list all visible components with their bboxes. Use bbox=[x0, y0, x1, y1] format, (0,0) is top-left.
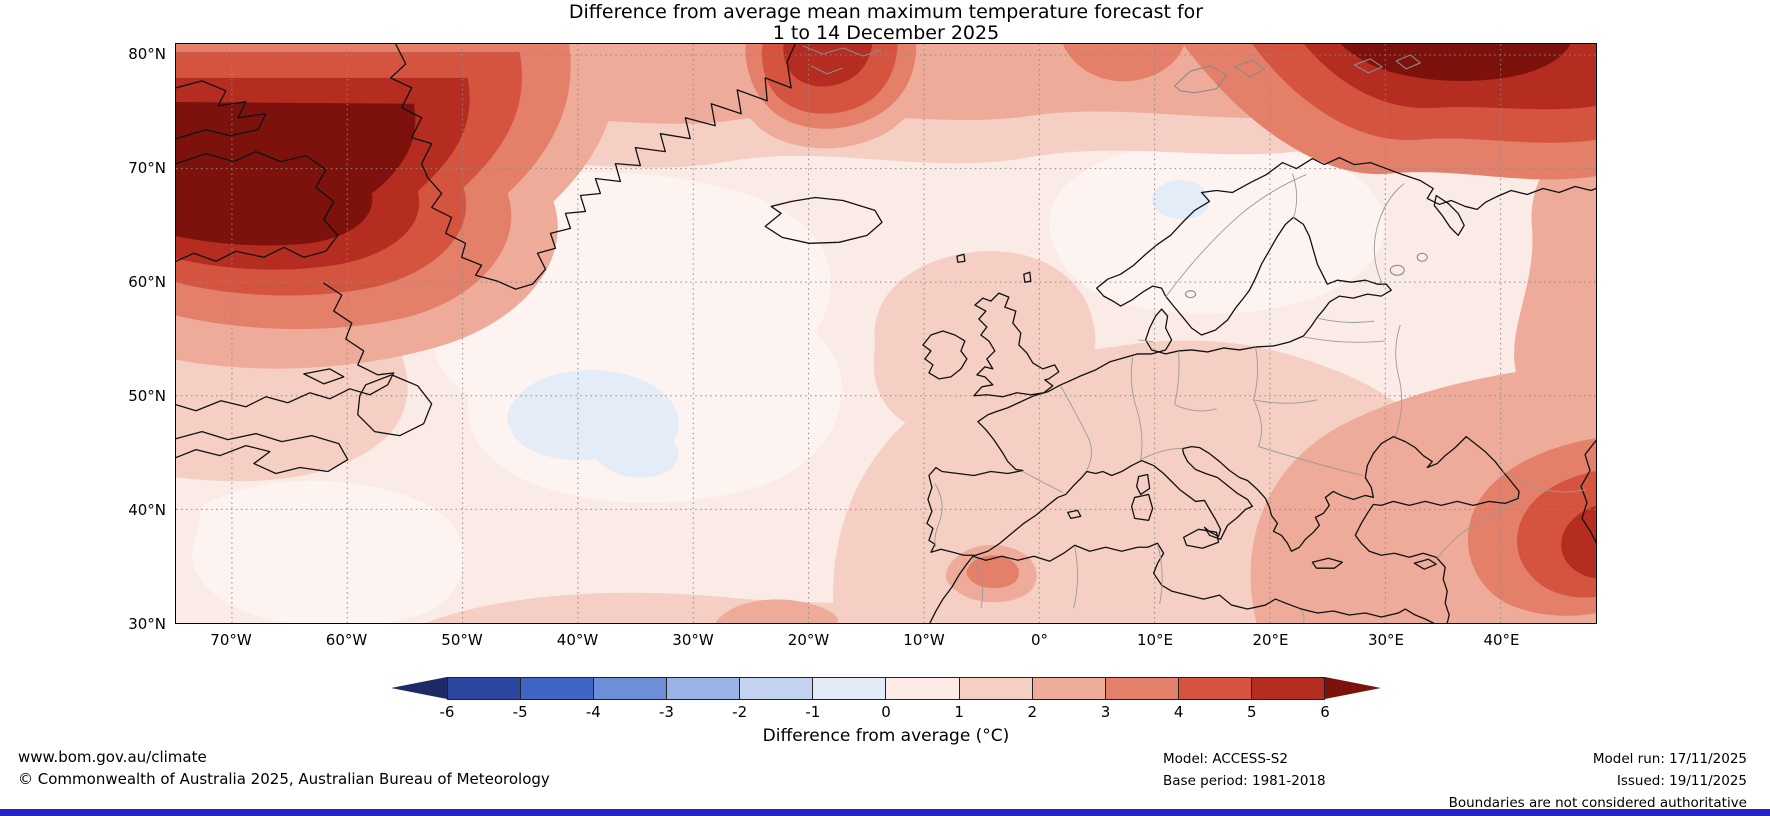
colorbar-tick-label: -3 bbox=[659, 703, 674, 721]
footer-left: www.bom.gov.au/climate © Commonwealth of… bbox=[18, 746, 550, 790]
colorbar-tick-label: -5 bbox=[512, 703, 528, 721]
lon-tick-label: 70°W bbox=[210, 631, 252, 649]
site-url: www.bom.gov.au/climate bbox=[18, 748, 207, 766]
colorbar-tick-label: -1 bbox=[805, 703, 821, 721]
model-run-text: Model run: 17/11/2025 bbox=[1592, 751, 1747, 767]
coastlines bbox=[176, 44, 1596, 623]
footer-run-info: Model run: 17/11/2025 Issued: 19/11/2025… bbox=[1449, 748, 1747, 814]
lon-tick-label: 20°W bbox=[787, 631, 830, 649]
colorbar-segment bbox=[1104, 678, 1178, 699]
colorbar-segment bbox=[739, 678, 813, 699]
colorbar-segment bbox=[812, 678, 886, 699]
colorbar-left-arrow bbox=[391, 677, 447, 699]
issued-text: Issued: 19/11/2025 bbox=[1616, 773, 1747, 789]
colorbar-ticks: -6 -5 -4 -3 -2 -1 0 1 2 3 4 5 6 bbox=[391, 703, 1381, 723]
colorbar-tick-label: -6 bbox=[439, 703, 455, 721]
lat-tick-label: 30°N bbox=[128, 615, 166, 633]
disclaimer-text: Boundaries are not considered authoritat… bbox=[1448, 795, 1747, 811]
forecast-map bbox=[175, 43, 1597, 624]
country-borders bbox=[934, 173, 1587, 623]
chart-title-line1: Difference from average mean maximum tem… bbox=[568, 1, 1204, 23]
colorbar-tick-label: 6 bbox=[1320, 703, 1330, 721]
colorbar-tick-label: -2 bbox=[732, 703, 748, 721]
colorbar-label: Difference from average (°C) bbox=[762, 726, 1010, 746]
colorbar-tick-label: 0 bbox=[881, 703, 891, 721]
colorbar-segment bbox=[666, 678, 740, 699]
colorbar-tick-label: 3 bbox=[1100, 703, 1111, 721]
colorbar-right-arrow bbox=[1325, 677, 1381, 699]
lon-tick-label: 0° bbox=[1030, 631, 1049, 649]
colorbar-segment bbox=[885, 678, 959, 699]
copyright-text: © Commonwealth of Australia 2025, Austra… bbox=[18, 770, 550, 788]
colorbar-segment bbox=[1031, 678, 1105, 699]
lon-tick-label: 30°E bbox=[1367, 631, 1405, 649]
colorbar-segment bbox=[520, 678, 594, 699]
colorbar bbox=[391, 677, 1381, 700]
lon-tick-label: 10°E bbox=[1136, 631, 1174, 649]
colorbar-segment bbox=[958, 678, 1032, 699]
colorbar-segments bbox=[447, 677, 1325, 700]
base-period-text: Base period: 1981-2018 bbox=[1163, 773, 1326, 789]
lat-tick-label: 80°N bbox=[128, 45, 166, 63]
graticule bbox=[176, 44, 1596, 623]
lat-tick-label: 40°N bbox=[128, 501, 166, 519]
colorbar-tick-label: 5 bbox=[1247, 703, 1257, 721]
colorbar-segment bbox=[593, 678, 667, 699]
model-text: Model: ACCESS-S2 bbox=[1163, 751, 1288, 767]
lon-tick-label: 10°W bbox=[903, 631, 945, 649]
lon-tick-label: 50°W bbox=[441, 631, 483, 649]
chart-title-line2: 1 to 14 December 2025 bbox=[772, 22, 1000, 44]
bottom-blue-rule bbox=[0, 809, 1770, 816]
lon-tick-label: 40°E bbox=[1483, 631, 1520, 649]
chart-title: Difference from average mean maximum tem… bbox=[175, 2, 1597, 44]
lat-tick-label: 50°N bbox=[128, 387, 166, 405]
lon-tick-label: 20°E bbox=[1252, 631, 1289, 649]
colorbar-tick-label: 4 bbox=[1173, 703, 1184, 721]
temperature-shading bbox=[176, 44, 1596, 623]
lon-tick-label: 40°W bbox=[556, 631, 599, 649]
colorbar-tick-label: -4 bbox=[585, 703, 601, 721]
colorbar-segment bbox=[448, 678, 521, 699]
lon-tick-label: 30°W bbox=[672, 631, 714, 649]
lat-tick-label: 70°N bbox=[128, 159, 166, 177]
lon-tick-label: 60°W bbox=[325, 631, 368, 649]
colorbar-tick-label: 1 bbox=[954, 703, 964, 721]
footer-model-info: Model: ACCESS-S2 Base period: 1981-2018 bbox=[1163, 748, 1326, 792]
colorbar-segment bbox=[1177, 678, 1251, 699]
colorbar-tick-label: 2 bbox=[1027, 703, 1038, 721]
lat-tick-label: 60°N bbox=[128, 273, 166, 291]
map-canvas bbox=[176, 44, 1596, 623]
arctic-islands bbox=[802, 45, 1428, 299]
colorbar-segment bbox=[1250, 678, 1324, 699]
